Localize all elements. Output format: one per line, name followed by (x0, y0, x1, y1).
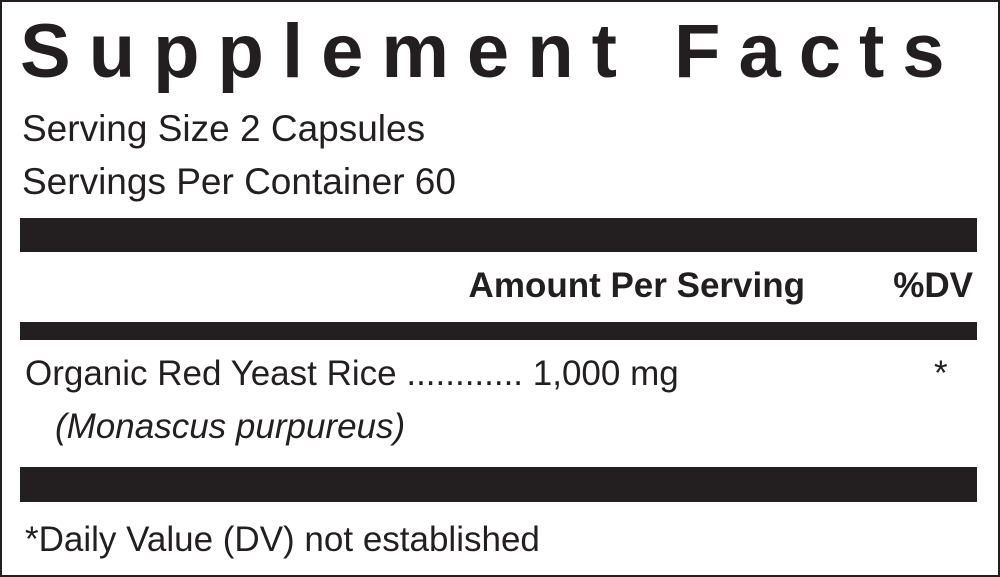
dv-header: %DV (893, 266, 973, 305)
thick-divider (20, 218, 977, 252)
amount-per-serving-header: Amount Per Serving (468, 266, 805, 305)
serving-size: Serving Size 2 Capsules (22, 108, 426, 149)
medium-divider (20, 322, 977, 340)
thick-divider-bottom (20, 467, 977, 502)
ingredient-latin-name: (Monascus purpureus) (55, 407, 406, 446)
leader-dots: ............ (406, 354, 524, 393)
label-title: Supplement Facts (20, 9, 963, 94)
footnote: *Daily Value (DV) not established (25, 520, 540, 559)
servings-per-container: Servings Per Container 60 (22, 161, 456, 202)
ingredient-row: Organic Red Yeast Rice ............ 1,00… (25, 352, 679, 396)
ingredient-dv: * (934, 354, 948, 393)
ingredient-name: Organic Red Yeast Rice (25, 354, 397, 393)
ingredient-amount: 1,000 mg (532, 354, 679, 393)
